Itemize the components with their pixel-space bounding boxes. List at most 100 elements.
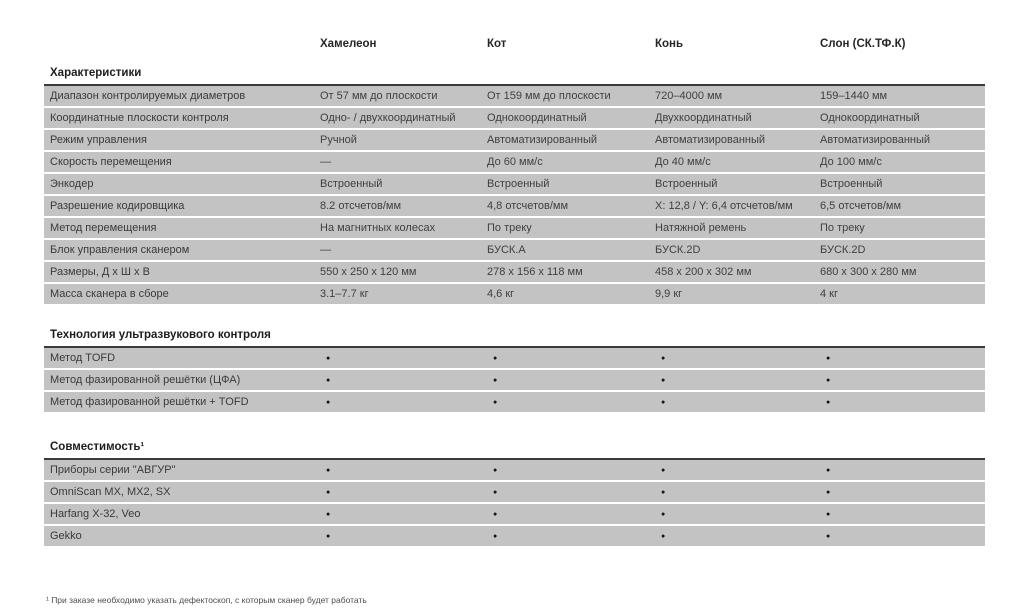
row-label: Метод фазированной решётки + TOFD <box>50 396 249 408</box>
row-value: БУСК.2D <box>655 244 701 256</box>
bullet-dot-icon: ● <box>326 510 331 518</box>
row-value: 4,6 кг <box>487 288 515 300</box>
row-value: Встроенный <box>487 178 550 190</box>
row-value: 9,9 кг <box>655 288 683 300</box>
bullet-dot-icon: ● <box>326 488 331 496</box>
row-value: Одно- / двухкоординатный <box>320 112 456 124</box>
bullet-dot-icon: ● <box>326 354 331 362</box>
row-value: Двухкоординатный <box>655 112 752 124</box>
row-value: X: 12,8 / Y: 6,4 отсчетов/мм <box>655 200 793 212</box>
row-value: Встроенный <box>820 178 883 190</box>
row-value: До 40 мм/с <box>655 156 711 168</box>
row-value: Однокоординатный <box>487 112 587 124</box>
section-title-ultrasonic-technology: Технология ультразвукового контроля <box>44 328 985 348</box>
column-header: Слон (СК.ТФ.К) <box>820 38 906 50</box>
row-value: 458 x 200 x 302 мм <box>655 266 752 278</box>
bullet-dot-icon: ● <box>826 354 831 362</box>
row-label: Разрешение кодировщика <box>50 200 185 212</box>
row-value: — <box>320 156 331 168</box>
bullet-dot-icon: ● <box>661 532 666 540</box>
row-label: Режим управления <box>50 134 147 146</box>
bullet-dot-icon: ● <box>826 376 831 384</box>
table-row: Метод перемещения На магнитных колесах П… <box>44 218 985 238</box>
table-row: Координатные плоскости контроля Одно- / … <box>44 108 985 128</box>
row-value: От 159 мм до плоскости <box>487 90 611 102</box>
column-header-row: Хамелеон Кот Конь Слон (СК.ТФ.К) <box>44 38 985 52</box>
row-value: 3.1–7.7 кг <box>320 288 369 300</box>
section-title-characteristics: Характеристики <box>44 66 985 86</box>
bullet-dot-icon: ● <box>661 510 666 518</box>
bullet-dot-icon: ● <box>661 376 666 384</box>
row-value: 550 x 250 x 120 мм <box>320 266 417 278</box>
bullet-dot-icon: ● <box>826 466 831 474</box>
column-header: Конь <box>655 38 684 50</box>
table-row: Метод фазированной решётки + TOFD ● ● ● … <box>44 392 985 412</box>
row-value: По треку <box>820 222 865 234</box>
row-label: Gekko <box>50 530 82 542</box>
row-value: До 100 мм/с <box>820 156 882 168</box>
row-label: Метод TOFD <box>50 352 116 364</box>
section-title-compatibility: Совместимость¹ <box>44 440 985 460</box>
row-value: Однокоординатный <box>820 112 920 124</box>
row-value: 720–4000 мм <box>655 90 723 102</box>
row-value: Натяжной ремень <box>655 222 747 234</box>
bullet-dot-icon: ● <box>661 488 666 496</box>
table-row: Диапазон контролируемых диаметров От 57 … <box>44 86 985 106</box>
row-label: Метод фазированной решётки (ЦФА) <box>50 374 241 386</box>
row-value: 159–1440 мм <box>820 90 888 102</box>
row-label: Координатные плоскости контроля <box>50 112 229 124</box>
table-row: Масса сканера в сборе 3.1–7.7 кг 4,6 кг … <box>44 284 985 304</box>
row-value: 680 x 300 x 280 мм <box>820 266 917 278</box>
table-row: Gekko ● ● ● ● <box>44 526 985 546</box>
row-value: 8.2 отсчетов/мм <box>320 200 402 212</box>
row-value: Встроенный <box>655 178 718 190</box>
row-value: Автоматизированный <box>655 134 766 146</box>
row-value: От 57 мм до плоскости <box>320 90 438 102</box>
table-row: OmniScan MX, MX2, SX ● ● ● ● <box>44 482 985 502</box>
footnote: ¹ При заказе необходимо указать дефектос… <box>46 595 367 605</box>
bullet-dot-icon: ● <box>326 376 331 384</box>
bullet-dot-icon: ● <box>493 398 498 406</box>
row-value: Автоматизированный <box>820 134 931 146</box>
row-value: 4 кг <box>820 288 838 300</box>
table-row: Режим управления Ручной Автоматизированн… <box>44 130 985 150</box>
table-row: Энкодер Встроенный Встроенный Встроенный… <box>44 174 985 194</box>
comparison-table: Хамелеон Кот Конь Слон (СК.ТФ.К) Характе… <box>44 38 985 548</box>
bullet-dot-icon: ● <box>826 532 831 540</box>
row-label: Масса сканера в сборе <box>50 288 169 300</box>
column-header: Кот <box>487 38 507 50</box>
row-label: Приборы серии "АВГУР" <box>50 464 176 476</box>
row-value: Автоматизированный <box>487 134 598 146</box>
table-row: Метод фазированной решётки (ЦФА) ● ● ● ● <box>44 370 985 390</box>
row-label: Энкодер <box>50 178 94 190</box>
table-row: Harfang X-32, Veo ● ● ● ● <box>44 504 985 524</box>
row-value: 4,8 отсчетов/мм <box>487 200 569 212</box>
row-value: БУСК.А <box>487 244 526 256</box>
bullet-dot-icon: ● <box>493 376 498 384</box>
bullet-dot-icon: ● <box>826 510 831 518</box>
table-row: Разрешение кодировщика 8.2 отсчетов/мм 4… <box>44 196 985 216</box>
bullet-dot-icon: ● <box>826 398 831 406</box>
row-label: Диапазон контролируемых диаметров <box>50 90 246 102</box>
row-label: Harfang X-32, Veo <box>50 508 141 520</box>
row-label: Скорость перемещения <box>50 156 172 168</box>
row-label: Размеры, Д х Ш х В <box>50 266 150 278</box>
bullet-dot-icon: ● <box>826 488 831 496</box>
row-value: 278 x 156 x 118 мм <box>487 266 583 278</box>
row-label: Метод перемещения <box>50 222 157 234</box>
row-value: 6,5 отсчетов/мм <box>820 200 902 212</box>
bullet-dot-icon: ● <box>493 510 498 518</box>
row-value: Ручной <box>320 134 357 146</box>
table-row: Метод TOFD ● ● ● ● <box>44 348 985 368</box>
table-row: Скорость перемещения — До 60 мм/с До 40 … <box>44 152 985 172</box>
bullet-dot-icon: ● <box>493 532 498 540</box>
bullet-dot-icon: ● <box>493 488 498 496</box>
row-value: БУСК.2D <box>820 244 866 256</box>
row-value: До 60 мм/с <box>487 156 543 168</box>
bullet-dot-icon: ● <box>326 398 331 406</box>
bullet-dot-icon: ● <box>493 354 498 362</box>
table-row: Размеры, Д х Ш х В 550 x 250 x 120 мм 27… <box>44 262 985 282</box>
row-label: OmniScan MX, MX2, SX <box>50 486 171 498</box>
bullet-dot-icon: ● <box>326 466 331 474</box>
row-label: Блок управления сканером <box>50 244 190 256</box>
